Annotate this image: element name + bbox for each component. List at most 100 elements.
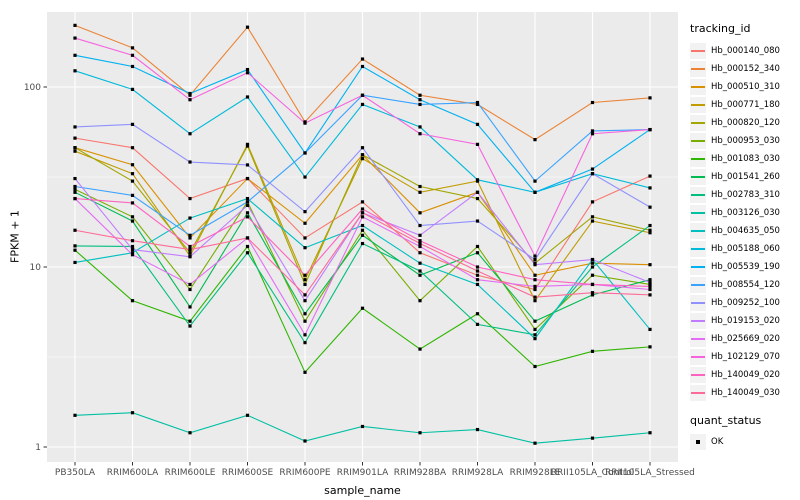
legend-line-sample: [691, 176, 705, 178]
data-point: [418, 184, 422, 189]
legend-item: Hb_140049_030: [690, 384, 798, 402]
data-point: [245, 67, 250, 72]
legend-item-label: Hb_003126_030: [711, 208, 780, 218]
legend-line-sample: [691, 68, 705, 70]
data-point: [418, 223, 422, 228]
legend-item: Hb_004635_050: [690, 222, 798, 240]
data-point: [590, 282, 595, 287]
data-point: [245, 251, 250, 255]
legend-item: Hb_000140_080: [690, 42, 798, 60]
legend-item-label: Hb_000820_120: [711, 118, 780, 128]
legend-item-label: Hb_000152_340: [711, 64, 780, 74]
data-point: [475, 312, 480, 316]
legend-key-swatch: [690, 259, 706, 275]
legend-key-swatch: [690, 367, 706, 383]
data-point: [648, 228, 652, 232]
data-point: [303, 299, 307, 303]
data-point: [418, 190, 422, 194]
data-point: [360, 211, 365, 215]
legend-item: Hb_140049_020: [690, 366, 798, 384]
data-point: [188, 196, 192, 201]
legend-item-label: Hb_004635_050: [711, 226, 780, 236]
data-point: [245, 176, 250, 181]
data-point: [590, 167, 595, 171]
data-point: [475, 142, 480, 146]
data-point: [418, 347, 422, 351]
data-point: [475, 122, 480, 126]
data-point: [590, 293, 595, 297]
data-point: [130, 299, 135, 303]
legend-panel: tracking_id Hb_000140_080 Hb_000152_340 Hb…: [690, 22, 798, 451]
legend-key-swatch: [690, 223, 706, 239]
legend-key-swatch: [690, 349, 706, 365]
legend-key-swatch: [690, 385, 706, 401]
data-point: [590, 265, 595, 269]
data-point: [533, 337, 537, 341]
data-point: [245, 25, 250, 29]
data-point: [648, 327, 652, 332]
legend-key-swatch: [690, 115, 706, 131]
data-point: [188, 324, 192, 328]
legend-line-sample: [691, 392, 705, 394]
data-point: [303, 370, 307, 374]
x-tick-label: RRIM600LA: [107, 468, 159, 478]
data-point: [648, 127, 652, 132]
quant-status-item: OK: [690, 433, 798, 451]
data-point: [130, 146, 135, 150]
data-point: [303, 236, 307, 240]
data-point: [188, 431, 192, 435]
data-point: [245, 236, 250, 240]
data-point: [188, 244, 192, 249]
legend-item-label: Hb_000953_030: [711, 136, 780, 146]
data-point: [188, 319, 192, 323]
data-point: [360, 241, 365, 246]
data-point: [188, 255, 192, 259]
legend-item-label: Hb_000140_080: [711, 46, 780, 56]
data-point: [73, 260, 77, 265]
data-point: [360, 93, 365, 97]
data-point: [475, 322, 480, 326]
data-point: [475, 273, 480, 277]
legend-line-sample: [691, 374, 705, 376]
data-point: [73, 125, 77, 129]
legend-item: Hb_000771_180: [690, 96, 798, 114]
legend-item: Hb_001083_030: [690, 150, 798, 168]
x-tick-label: RRIM600LE: [165, 468, 216, 478]
legend-key-swatch: [690, 313, 706, 329]
data-point: [533, 441, 537, 445]
data-point: [245, 71, 250, 75]
data-point: [73, 413, 77, 417]
y-tick-label: 100: [24, 83, 41, 93]
data-point: [73, 136, 77, 140]
data-point: [418, 93, 422, 97]
data-point: [418, 211, 422, 215]
legend-key-swatch: [690, 241, 706, 257]
data-point: [590, 129, 595, 133]
data-point: [73, 184, 77, 189]
data-point: [303, 282, 307, 287]
data-point: [360, 215, 365, 219]
data-point: [73, 146, 77, 150]
data-point: [475, 265, 480, 269]
data-point: [648, 293, 652, 297]
data-point: [590, 436, 595, 440]
legend-line-sample: [691, 230, 705, 232]
data-point: [245, 196, 250, 201]
legend-line-sample: [691, 266, 705, 268]
data-point: [648, 205, 652, 209]
data-point: [303, 293, 307, 297]
data-point: [130, 251, 135, 255]
data-point: [245, 144, 250, 148]
x-tick-label: PB350LA: [55, 468, 96, 478]
data-point: [303, 319, 307, 323]
data-point: [303, 278, 307, 282]
data-point: [73, 36, 77, 40]
data-point: [245, 413, 250, 417]
data-point: [188, 236, 192, 240]
x-tick-label: RRIM928LA: [452, 468, 504, 478]
legend-line-sample: [691, 320, 705, 322]
legend-item: Hb_102129_070: [690, 348, 798, 366]
black-square-marker-icon: [696, 440, 700, 444]
data-point: [360, 64, 365, 69]
